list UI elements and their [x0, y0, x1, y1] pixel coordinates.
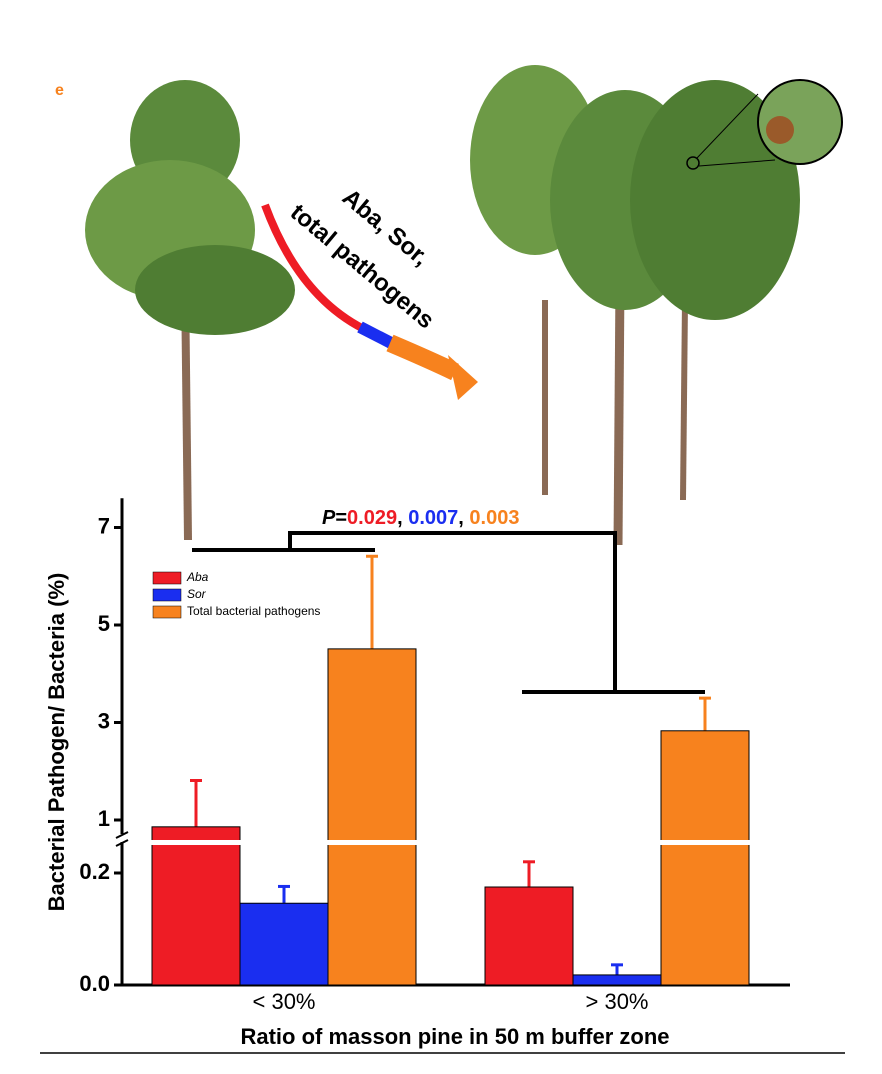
legend-label: Total bacterial pathogens — [187, 604, 320, 618]
legend-label: Aba — [186, 570, 209, 584]
legend-swatch — [152, 571, 182, 585]
plot: 0.0 0.2 1 3 5 7 < 30% > 30% Aba Sor Total bacteria… — [79, 498, 790, 1014]
p-separator: , — [458, 507, 469, 529]
y-axis-label: Bacterial Pathogen/ Bacteria (%) — [44, 573, 69, 912]
legend-label: Sor — [187, 587, 207, 601]
p-value: 0.007 — [408, 507, 458, 529]
x-tick-label: > 30% — [586, 989, 649, 1014]
p-value-text: P=0.029, 0.007, 0.003 — [322, 507, 519, 529]
y-tick-label: 3 — [98, 708, 110, 733]
x-tick-label: < 30% — [253, 989, 316, 1014]
p-prefix: P — [322, 507, 336, 529]
p-value: 0.029 — [347, 507, 397, 529]
y-tick-label: 1 — [98, 806, 110, 831]
y-tick-label: 0.2 — [79, 859, 110, 884]
legend-swatch — [152, 605, 182, 619]
bar — [239, 902, 329, 986]
bar-break — [327, 840, 417, 845]
tree-illustrations — [85, 65, 843, 546]
bar — [327, 648, 417, 986]
bar — [484, 886, 574, 986]
significance-bracket — [192, 531, 705, 694]
p-equals: = — [335, 507, 347, 529]
y-tick-label: 7 — [98, 513, 110, 538]
y-tick-label: 0.0 — [79, 971, 110, 996]
bar-break — [151, 840, 241, 845]
bar — [151, 826, 241, 986]
bar — [660, 730, 750, 986]
p-value: 0.003 — [469, 507, 519, 529]
legend-swatch — [152, 588, 182, 602]
p-separator: , — [397, 507, 408, 529]
x-axis-label: Ratio of masson pine in 50 m buffer zone — [240, 1024, 669, 1049]
y-tick-label: 5 — [98, 611, 110, 636]
bar — [572, 974, 662, 986]
bar-break — [660, 840, 750, 845]
axis-break — [115, 831, 129, 847]
panel-label: e — [55, 82, 64, 99]
